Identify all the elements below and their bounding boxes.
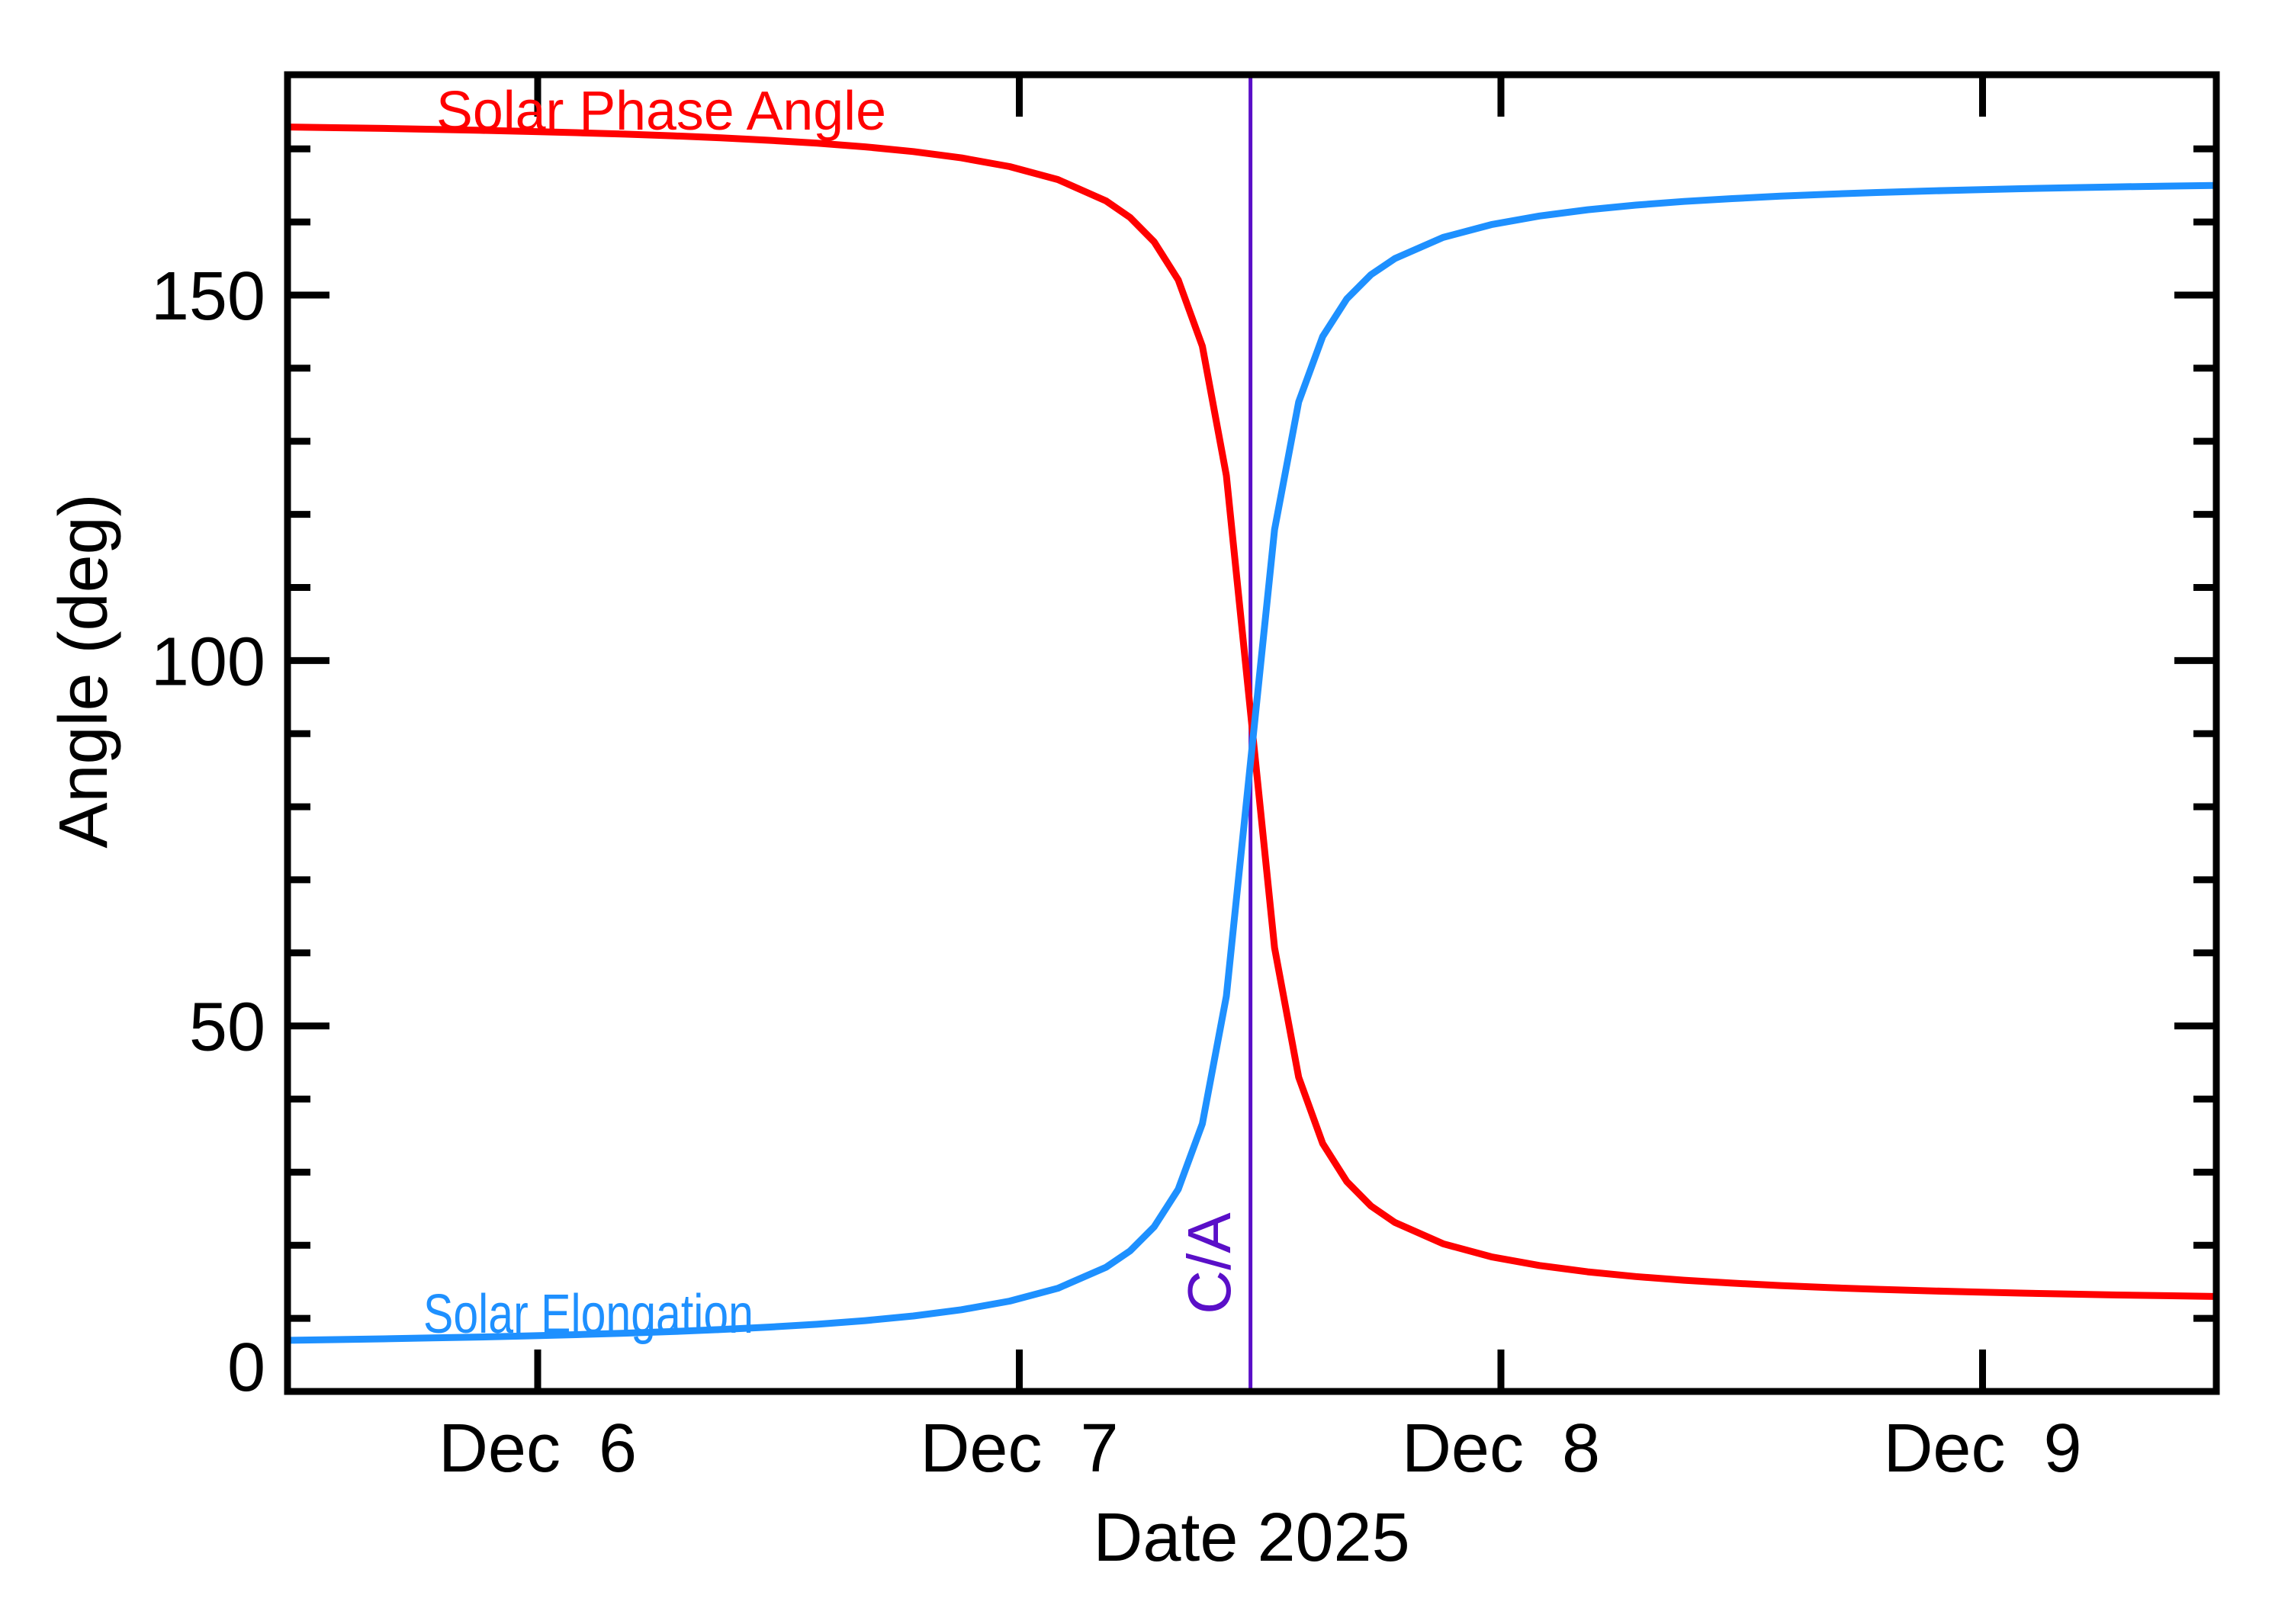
x-tick-label: Dec 7 [920, 1411, 1118, 1487]
plot-frame [284, 71, 2220, 1395]
closest-approach-label: C/A [1175, 1212, 1243, 1314]
y-tick-label: 0 [227, 1330, 265, 1406]
phase-curve-label: Solar Phase Angle [436, 81, 886, 142]
x-tick-label: Dec 6 [439, 1411, 637, 1487]
y-tick-label: 100 [151, 624, 265, 700]
y-axis-title: Angle (deg) [46, 493, 122, 848]
y-tick-label: 150 [151, 258, 265, 335]
plot-built-elements: Dec 6 Dec 7 Dec 8 Dec 9 0 50 100 150 [151, 75, 2216, 1487]
solar-phase-angle-curve [287, 124, 2214, 1300]
elongation-curve-label: Solar Elongation [423, 1284, 754, 1345]
x-tick-label: Dec 8 [1402, 1411, 1600, 1487]
y-tick-label: 50 [189, 990, 265, 1066]
x-axis-title: Date 2025 [1093, 1500, 1409, 1576]
solar-elongation-curve [287, 181, 2214, 1344]
x-tick-label: Dec 9 [1883, 1411, 2081, 1487]
